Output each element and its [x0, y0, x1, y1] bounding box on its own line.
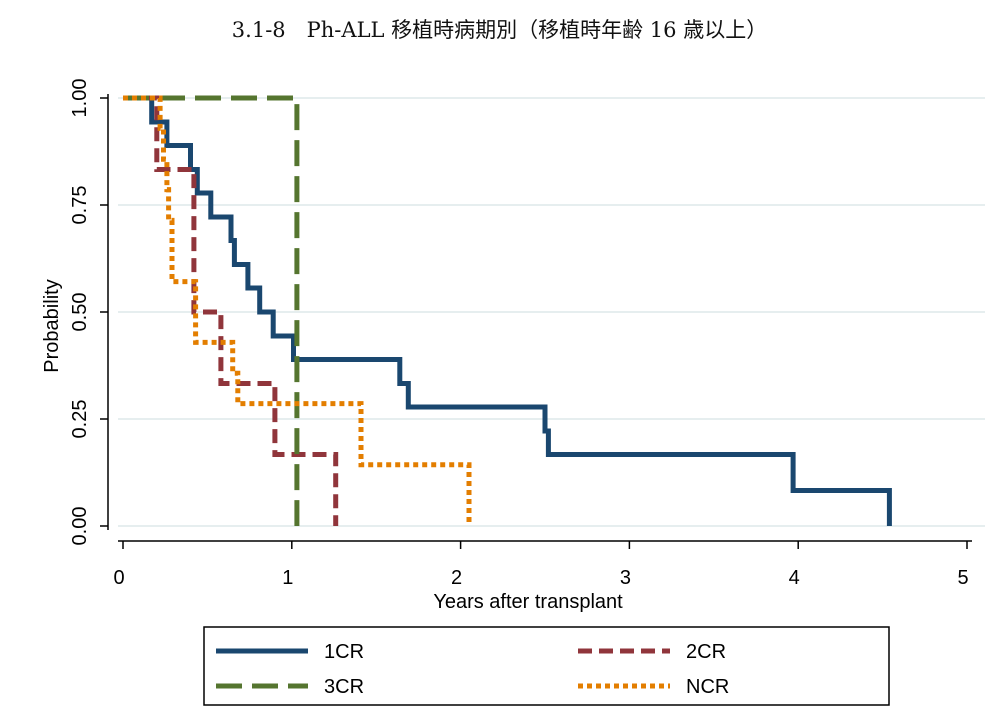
- y-axis-title: Probability: [41, 279, 63, 372]
- y-tick-label: 1.00: [69, 79, 91, 118]
- series-line-2cr: [123, 95, 339, 526]
- legend-label-1cr: 1CR: [324, 641, 364, 663]
- y-tick-label: 0.50: [69, 293, 91, 332]
- series-line-1cr: [123, 95, 892, 526]
- y-tick-label: 0.25: [69, 400, 91, 439]
- legend-label-3cr: 3CR: [324, 676, 364, 698]
- axes-layer: 0.00 0.25 0.50 0.75 1.00 0 1 2 3 4 5 Years after tr…: [41, 79, 972, 613]
- grid-layer: [118, 97, 985, 527]
- legend: 1CR 2CR 3CR NCR: [203, 626, 890, 706]
- legend-box: [203, 626, 890, 706]
- y-tick-label: 0.75: [69, 186, 91, 225]
- x-tick-label: 2: [451, 567, 462, 589]
- legend-label-2cr: 2CR: [686, 641, 726, 663]
- series-line-3cr: [123, 95, 300, 526]
- series-layer: [123, 95, 892, 526]
- x-axis-title: Years after transplant: [433, 591, 623, 613]
- legend-label-ncr: NCR: [686, 676, 729, 698]
- series-line-ncr: [123, 95, 472, 526]
- x-tick-label: 1: [282, 567, 293, 589]
- y-tick-label: 0.00: [69, 507, 91, 546]
- x-tick-label: 3: [620, 567, 631, 589]
- plot-background: [8, 60, 993, 705]
- chart-title: 3.1-8 Ph-ALL 移植時病期別（移植時年齢 16 歳以上）: [231, 18, 768, 42]
- x-tick-label: 0: [113, 567, 124, 589]
- x-tick-label: 5: [957, 567, 968, 589]
- x-tick-label: 4: [789, 567, 800, 589]
